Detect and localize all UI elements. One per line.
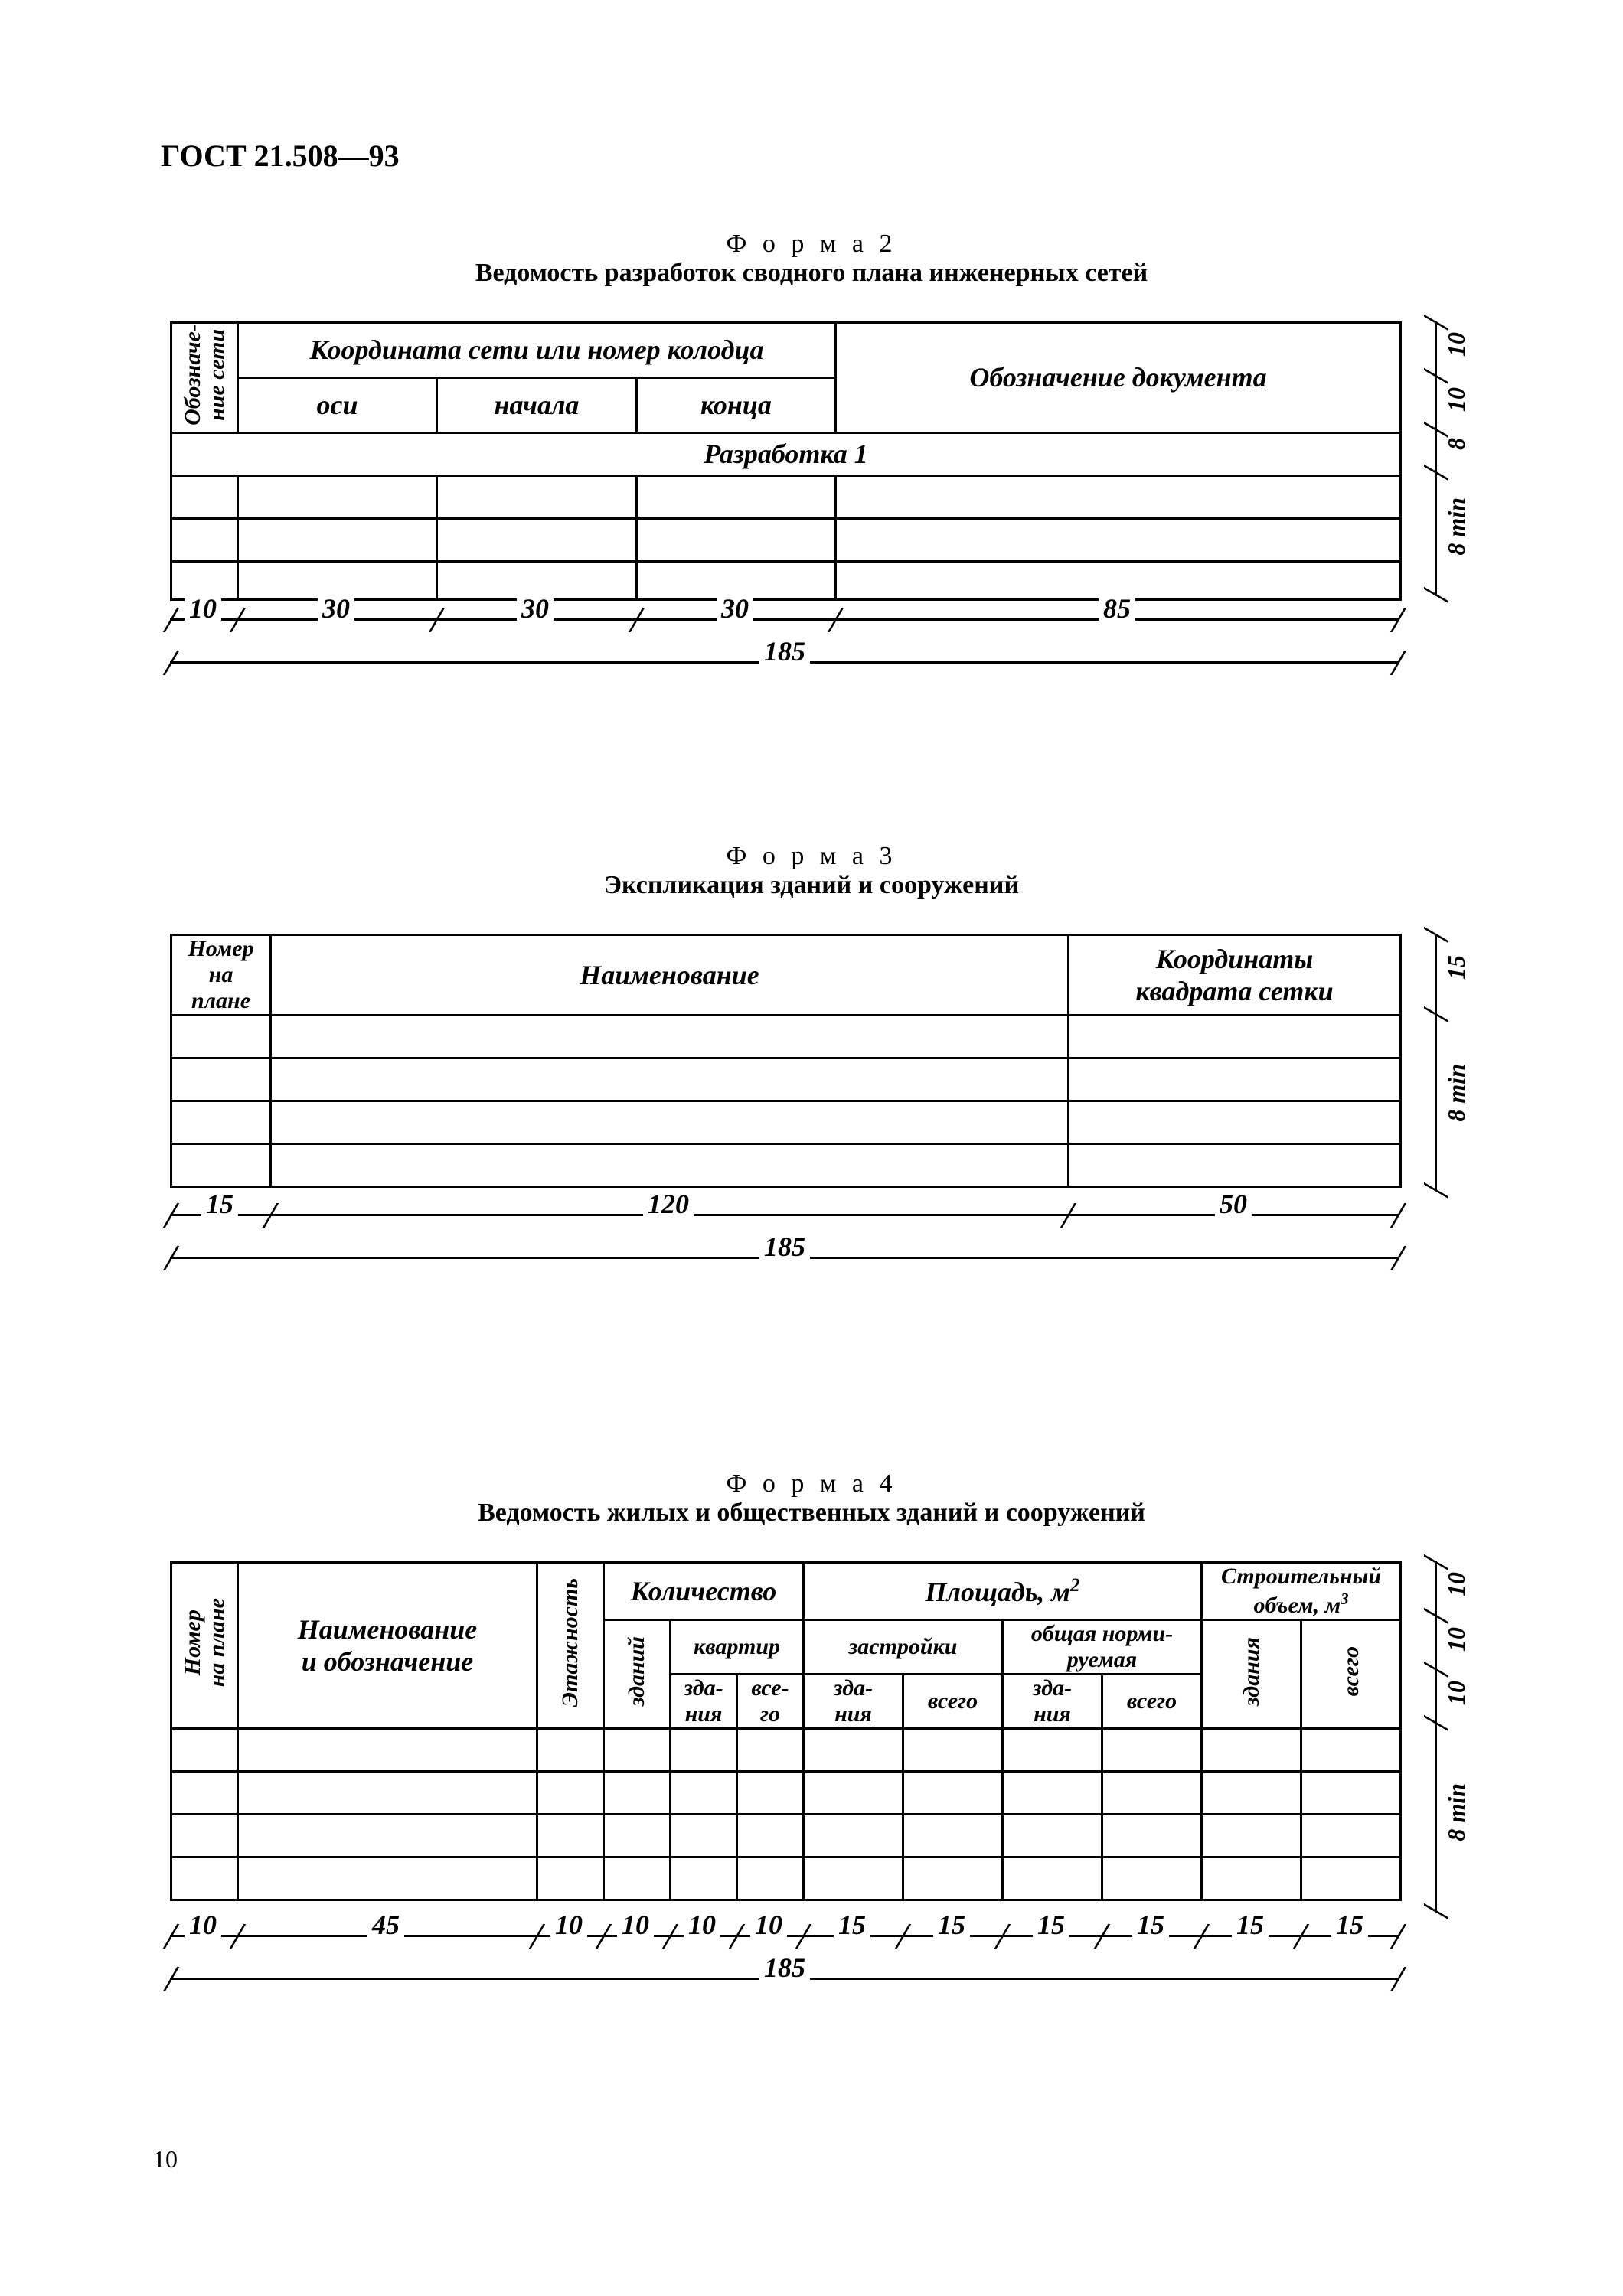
f4-qty-sub1: зда-ния (671, 1675, 737, 1729)
f2-col0: Обозначе-ние сети (181, 324, 229, 426)
vdim-label: 10 (1442, 1627, 1471, 1652)
f2-col-last: Обозначение документа (836, 323, 1401, 433)
f4-col2: Этажность (558, 1578, 583, 1707)
form3-total-dim: 185 (170, 1235, 1399, 1281)
table-row (171, 1857, 1401, 1900)
vdim-label: 8 min (1442, 1783, 1471, 1841)
dim-label: 10 (684, 1909, 720, 1941)
dim-label: 45 (367, 1909, 404, 1941)
dim-label: 10 (550, 1909, 587, 1941)
form2-table: Обозначе-ние сети Координата сети или но… (170, 321, 1402, 601)
dim-label: 10 (750, 1909, 787, 1941)
f2-sub2: начала (437, 377, 637, 432)
f3-col2: Координатыквадрата сетки (1069, 935, 1401, 1016)
f4-group-vol: Строительныйобъем, м3 (1202, 1563, 1401, 1620)
form2-caption: Ф о р м а 2 Ведомость разработок сводног… (0, 230, 1623, 288)
table-row (171, 1729, 1401, 1772)
f3-col1: Наименование (271, 935, 1069, 1016)
vdim-label: 10 (1442, 1572, 1471, 1596)
table-row (171, 518, 1401, 561)
vdim-label: 10 (1442, 387, 1471, 412)
dim-label: 50 (1215, 1188, 1252, 1220)
vdim-label: 8 min (1442, 1064, 1471, 1122)
f4-qty-kv: квартир (671, 1620, 804, 1675)
dim-label: 15 (933, 1909, 970, 1941)
vdim-label: 10 (1442, 332, 1471, 357)
f4-area-s2b: всего (1102, 1675, 1202, 1729)
dim-label: 10 (617, 1909, 654, 1941)
page-number: 10 (153, 2145, 178, 2174)
table-row (171, 1016, 1401, 1058)
form4-row-dims: 10 10 10 8 min (1406, 1561, 1467, 1912)
f2-section: Разработка 1 (171, 432, 1401, 475)
form3-title: Экспликация зданий и сооружений (0, 871, 1623, 900)
f2-sub1: оси (238, 377, 437, 432)
dim-total: 185 (759, 635, 810, 667)
f2-group1: Координата сети или номер колодца (238, 323, 836, 378)
table-row (171, 1101, 1401, 1144)
dim-label: 15 (1132, 1909, 1169, 1941)
f4-vol-zd: здания (1239, 1637, 1264, 1706)
dim-label: 30 (318, 592, 354, 625)
f2-sub3: конца (637, 377, 836, 432)
vdim-label: 10 (1442, 1681, 1471, 1705)
table-row (171, 1144, 1401, 1187)
dim-label: 120 (643, 1188, 694, 1220)
dim-label: 15 (1232, 1909, 1269, 1941)
form3-table: Номернаплане Наименование Координатыквад… (170, 934, 1402, 1188)
form3-label: Ф о р м а 3 (0, 842, 1623, 871)
dim-total: 185 (759, 1952, 810, 1984)
f4-qty-zd: зданий (625, 1636, 649, 1706)
form3-caption: Ф о р м а 3 Экспликация зданий и сооруже… (0, 842, 1623, 900)
dim-label: 10 (185, 592, 221, 625)
dim-label: 30 (517, 592, 554, 625)
f4-col0: Номерна плане (181, 1598, 229, 1687)
dim-label: 10 (185, 1909, 221, 1941)
vdim-label: 15 (1442, 955, 1471, 980)
dim-label: 85 (1099, 592, 1135, 625)
dim-label: 15 (834, 1909, 870, 1941)
form2-title: Ведомость разработок сводного плана инже… (0, 259, 1623, 288)
form2-row-dims: 10 10 8 8 min (1406, 321, 1467, 595)
form4-caption: Ф о р м а 4 Ведомость жилых и общественн… (0, 1469, 1623, 1528)
f4-qty-sub2: все-го (737, 1675, 804, 1729)
table-row (171, 561, 1401, 599)
f4-group-area: Площадь, м2 (804, 1563, 1202, 1620)
f4-vol-all: всего (1339, 1646, 1363, 1696)
form3-row-dims: 15 8 min (1406, 934, 1467, 1191)
dim-label: 15 (1033, 1909, 1069, 1941)
dim-total: 185 (759, 1231, 810, 1263)
f4-group-qty: Количество (604, 1563, 804, 1620)
vdim-label: 8 (1442, 438, 1471, 450)
form4-title: Ведомость жилых и общественных зданий и … (0, 1499, 1623, 1528)
f4-col1: Наименованиеи обозначение (238, 1563, 537, 1729)
dim-label: 30 (717, 592, 753, 625)
f4-area-s1b: всего (903, 1675, 1003, 1729)
form4-total-dim: 185 (170, 1956, 1399, 2002)
form2-label: Ф о р м а 2 (0, 230, 1623, 259)
f4-area-zast: застройки (804, 1620, 1003, 1675)
table-row (171, 475, 1401, 518)
f4-area-s2a: зда-ния (1003, 1675, 1102, 1729)
table-row (171, 1815, 1401, 1857)
form4-table: Номерна плане Наименованиеи обозначение … (170, 1561, 1402, 1901)
vdim-label: 8 min (1442, 497, 1471, 556)
dim-label: 15 (201, 1188, 238, 1220)
form4-label: Ф о р м а 4 (0, 1469, 1623, 1499)
form2-total-dim: 185 (170, 640, 1399, 686)
f4-area-norm: общая норми-руемая (1003, 1620, 1202, 1675)
f4-area-s1a: зда-ния (804, 1675, 903, 1729)
table-row (171, 1058, 1401, 1101)
table-row (171, 1772, 1401, 1815)
dim-label: 15 (1331, 1909, 1368, 1941)
f3-col0: Номернаплане (171, 935, 271, 1016)
doc-title: ГОСТ 21.508—93 (161, 138, 400, 174)
